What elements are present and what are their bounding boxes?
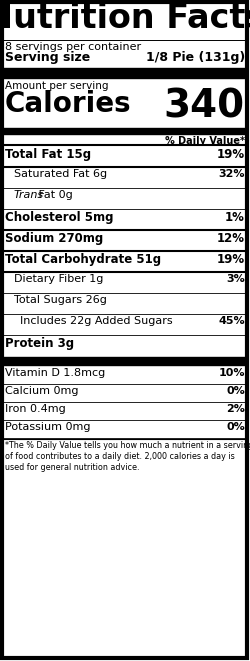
- Text: 19%: 19%: [217, 148, 245, 161]
- Text: Iron 0.4mg: Iron 0.4mg: [5, 404, 66, 414]
- Text: 8 servings per container: 8 servings per container: [5, 42, 141, 52]
- Text: Nutrition Facts: Nutrition Facts: [0, 2, 250, 35]
- Text: 0%: 0%: [226, 386, 245, 396]
- Text: Potassium 0mg: Potassium 0mg: [5, 422, 90, 432]
- Text: Sodium 270mg: Sodium 270mg: [5, 232, 103, 245]
- Text: Cholesterol 5mg: Cholesterol 5mg: [5, 211, 114, 224]
- Text: Amount per serving: Amount per serving: [5, 81, 108, 91]
- Text: Calories: Calories: [5, 90, 132, 118]
- Text: Vitamin D 1.8mcg: Vitamin D 1.8mcg: [5, 368, 105, 378]
- Text: *The % Daily Value tells you how much a nutrient in a serving
of food contribute: *The % Daily Value tells you how much a …: [5, 441, 250, 472]
- Text: 19%: 19%: [217, 253, 245, 266]
- Text: 32%: 32%: [218, 169, 245, 179]
- Bar: [3, 128, 247, 134]
- Text: 12%: 12%: [217, 232, 245, 245]
- Text: Total Sugars 26g: Total Sugars 26g: [14, 295, 107, 305]
- Text: Calcium 0mg: Calcium 0mg: [5, 386, 78, 396]
- Text: % Daily Value*: % Daily Value*: [165, 136, 245, 146]
- Text: 340: 340: [164, 88, 245, 126]
- Text: Fat 0g: Fat 0g: [35, 190, 73, 200]
- Text: 0%: 0%: [226, 422, 245, 432]
- Text: 10%: 10%: [218, 368, 245, 378]
- Text: Dietary Fiber 1g: Dietary Fiber 1g: [14, 274, 104, 284]
- Text: Total Fat 15g: Total Fat 15g: [5, 148, 91, 161]
- Text: Total Carbohydrate 51g: Total Carbohydrate 51g: [5, 253, 161, 266]
- Text: Serving size: Serving size: [5, 51, 90, 64]
- Bar: [3, 357, 247, 365]
- Text: Includes 22g Added Sugars: Includes 22g Added Sugars: [20, 316, 172, 326]
- Text: Trans: Trans: [14, 190, 44, 200]
- Text: 2%: 2%: [226, 404, 245, 414]
- Text: Saturated Fat 6g: Saturated Fat 6g: [14, 169, 107, 179]
- Text: 1/8 Pie (131g): 1/8 Pie (131g): [146, 51, 245, 64]
- Text: Protein 3g: Protein 3g: [5, 337, 74, 350]
- Bar: [3, 68, 247, 78]
- Text: 3%: 3%: [226, 274, 245, 284]
- Text: 45%: 45%: [218, 316, 245, 326]
- Text: 1%: 1%: [225, 211, 245, 224]
